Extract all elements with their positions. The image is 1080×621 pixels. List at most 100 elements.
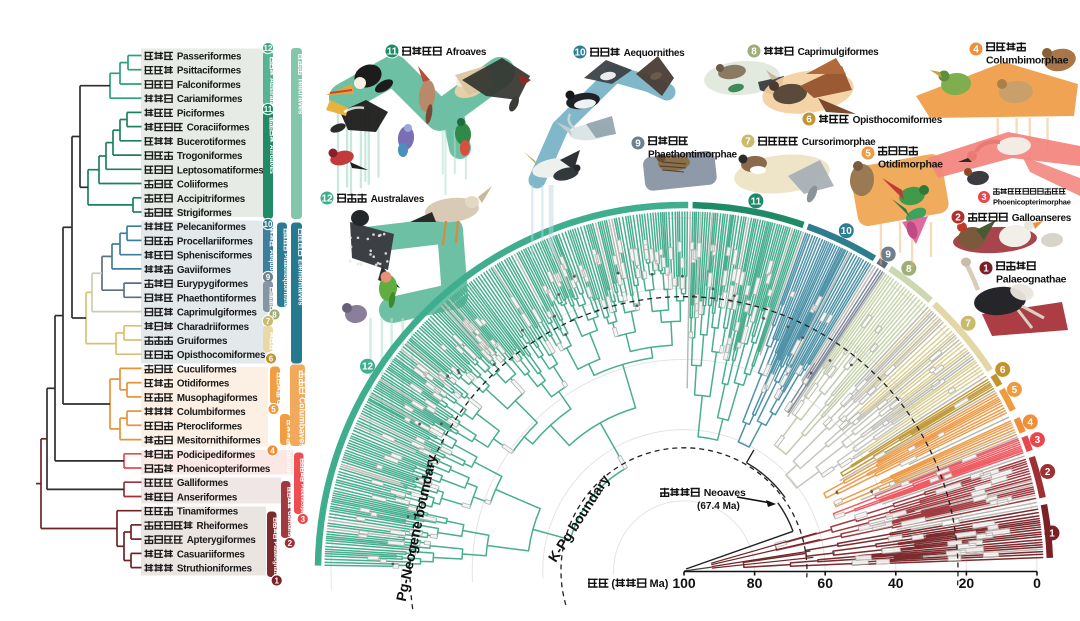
- svg-text:Columbim.: Columbim.: [285, 447, 292, 482]
- svg-text:Piciformes: Piciformes: [177, 108, 225, 119]
- svg-text:Galliformes: Galliformes: [177, 478, 229, 489]
- svg-text:Casuariiformes: Casuariiformes: [177, 549, 246, 560]
- svg-text:9: 9: [885, 250, 891, 261]
- svg-text:4: 4: [270, 446, 275, 455]
- svg-text:6: 6: [1000, 365, 1006, 376]
- svg-text:1: 1: [983, 264, 989, 275]
- svg-text:Coraciiformes: Coraciiformes: [187, 123, 250, 134]
- svg-text:Otidimorphae: Otidimorphae: [275, 400, 282, 444]
- svg-text:Psittaciformes: Psittaciformes: [177, 66, 242, 77]
- svg-text:Palaeognathae: Palaeognathae: [272, 542, 278, 585]
- svg-text:5: 5: [271, 405, 276, 414]
- svg-text:Columbiformes: Columbiformes: [177, 407, 246, 418]
- svg-text:5: 5: [865, 149, 871, 160]
- svg-text:20: 20: [959, 575, 975, 591]
- svg-text:Tinamiformes: Tinamiformes: [177, 507, 239, 518]
- svg-text:Podicipediformes: Podicipediformes: [177, 450, 256, 461]
- svg-text:12: 12: [321, 194, 333, 205]
- svg-text:Galloanseres: Galloanseres: [286, 511, 292, 549]
- svg-text:3: 3: [981, 192, 986, 202]
- svg-text:Procellariiformes: Procellariiformes: [177, 236, 254, 247]
- svg-text:Mesitornithiformes: Mesitornithiformes: [177, 436, 261, 447]
- svg-text:100: 100: [672, 575, 696, 591]
- svg-text:Falconiformes: Falconiformes: [177, 80, 242, 91]
- svg-text:80: 80: [747, 575, 763, 591]
- svg-text:11: 11: [264, 105, 273, 114]
- svg-text:2: 2: [288, 539, 293, 548]
- svg-text:Pelecaniformes: Pelecaniformes: [177, 222, 247, 233]
- svg-text:6: 6: [269, 354, 274, 363]
- svg-text:10: 10: [574, 48, 586, 59]
- svg-text:7: 7: [965, 319, 971, 330]
- svg-text:Gaviiformes: Gaviiformes: [177, 265, 232, 276]
- svg-text:Coliiformes: Coliiformes: [177, 180, 229, 191]
- svg-text:60: 60: [817, 575, 833, 591]
- svg-text:Cariamiformes: Cariamiformes: [177, 94, 243, 105]
- svg-text:40: 40: [888, 575, 904, 591]
- svg-text:Elementaves: Elementaves: [297, 259, 306, 305]
- svg-text:6: 6: [806, 115, 812, 126]
- svg-text:Gruiformes: Gruiformes: [177, 336, 228, 347]
- svg-text:Phaethontimorphae: Phaethontimorphae: [648, 150, 738, 161]
- svg-text:Otidiformes: Otidiformes: [177, 379, 230, 390]
- svg-text:Trogoniformes: Trogoniformes: [177, 151, 243, 162]
- svg-text:Charadriiformes: Charadriiformes: [177, 322, 250, 333]
- svg-text:Rheiformes: Rheiformes: [197, 521, 249, 532]
- svg-text:Apterygiformes: Apterygiformes: [187, 535, 257, 546]
- svg-text:Phaethoquornithes: Phaethoquornithes: [282, 253, 289, 310]
- svg-text:Afroaves: Afroaves: [446, 47, 487, 58]
- svg-text:2: 2: [955, 213, 961, 224]
- svg-text:Leptosomatiformes: Leptosomatiformes: [177, 165, 264, 176]
- svg-text:7: 7: [745, 137, 751, 148]
- svg-text:Neoaves: Neoaves: [704, 487, 746, 499]
- svg-text:Australaves: Australaves: [268, 78, 275, 117]
- svg-text:Phaethontiformes: Phaethontiformes: [177, 293, 257, 304]
- svg-text:0: 0: [1033, 575, 1041, 591]
- svg-text:Passeriformes: Passeriformes: [177, 52, 242, 63]
- svg-text:11: 11: [387, 47, 398, 58]
- svg-text:Telluraves: Telluraves: [297, 77, 306, 114]
- svg-text:1: 1: [1049, 529, 1055, 540]
- svg-text:2: 2: [1045, 467, 1051, 478]
- svg-text:8: 8: [272, 310, 277, 319]
- svg-text:Phoenicopteriformes: Phoenicopteriformes: [177, 464, 271, 475]
- svg-text:7: 7: [266, 317, 271, 326]
- svg-text:Struthioniformes: Struthioniformes: [177, 564, 253, 575]
- svg-text:Ma): Ma): [650, 578, 669, 590]
- svg-text:9: 9: [266, 273, 271, 282]
- svg-text:4: 4: [1028, 417, 1034, 428]
- svg-text:Galloanseres: Galloanseres: [1012, 213, 1072, 224]
- svg-text:12: 12: [264, 44, 273, 53]
- svg-text:8: 8: [751, 47, 757, 58]
- svg-text:Cuculiformes: Cuculiformes: [177, 364, 237, 375]
- svg-text:Palaeognathae: Palaeognathae: [996, 274, 1067, 286]
- svg-text:10: 10: [264, 220, 273, 229]
- svg-text:Otidimorphae: Otidimorphae: [878, 159, 943, 171]
- svg-text:(67.4 Ma): (67.4 Ma): [697, 501, 740, 512]
- svg-text:Sphenisciformes: Sphenisciformes: [177, 251, 253, 262]
- svg-text:12: 12: [362, 362, 374, 373]
- svg-text:Columbimorphae: Columbimorphae: [986, 55, 1069, 67]
- svg-text:8: 8: [906, 264, 912, 275]
- svg-text:1: 1: [274, 576, 279, 585]
- svg-text:3: 3: [1035, 435, 1041, 446]
- svg-text:Opisthocomiformes: Opisthocomiformes: [853, 115, 943, 126]
- svg-text:Eurypygiformes: Eurypygiformes: [177, 279, 249, 290]
- svg-text:9: 9: [635, 139, 641, 150]
- svg-text:Australaves: Australaves: [371, 194, 425, 205]
- svg-text:Anseriformes: Anseriformes: [177, 493, 238, 504]
- svg-text:Accipitriformes: Accipitriformes: [177, 194, 246, 205]
- svg-text:Columbaves: Columbaves: [298, 397, 308, 448]
- svg-text:3: 3: [301, 515, 306, 524]
- svg-text:(: (: [611, 578, 615, 590]
- svg-text:Bucerotiformes: Bucerotiformes: [177, 137, 247, 148]
- svg-text:4: 4: [973, 45, 979, 56]
- svg-text:Cursorimorphae: Cursorimorphae: [802, 137, 876, 148]
- svg-text:Aequornithes: Aequornithes: [268, 250, 275, 294]
- svg-text:Phoenicopterimorphae: Phoenicopterimorphae: [993, 198, 1071, 207]
- svg-text:Caprimulgiformes: Caprimulgiformes: [798, 47, 880, 58]
- svg-text:Musophagiformes: Musophagiformes: [177, 393, 258, 404]
- svg-text:Opisthocomiformes: Opisthocomiformes: [177, 350, 266, 361]
- svg-text:Afroaves: Afroaves: [268, 145, 275, 174]
- svg-text:Phoenicopterim.: Phoenicopterim.: [299, 484, 305, 525]
